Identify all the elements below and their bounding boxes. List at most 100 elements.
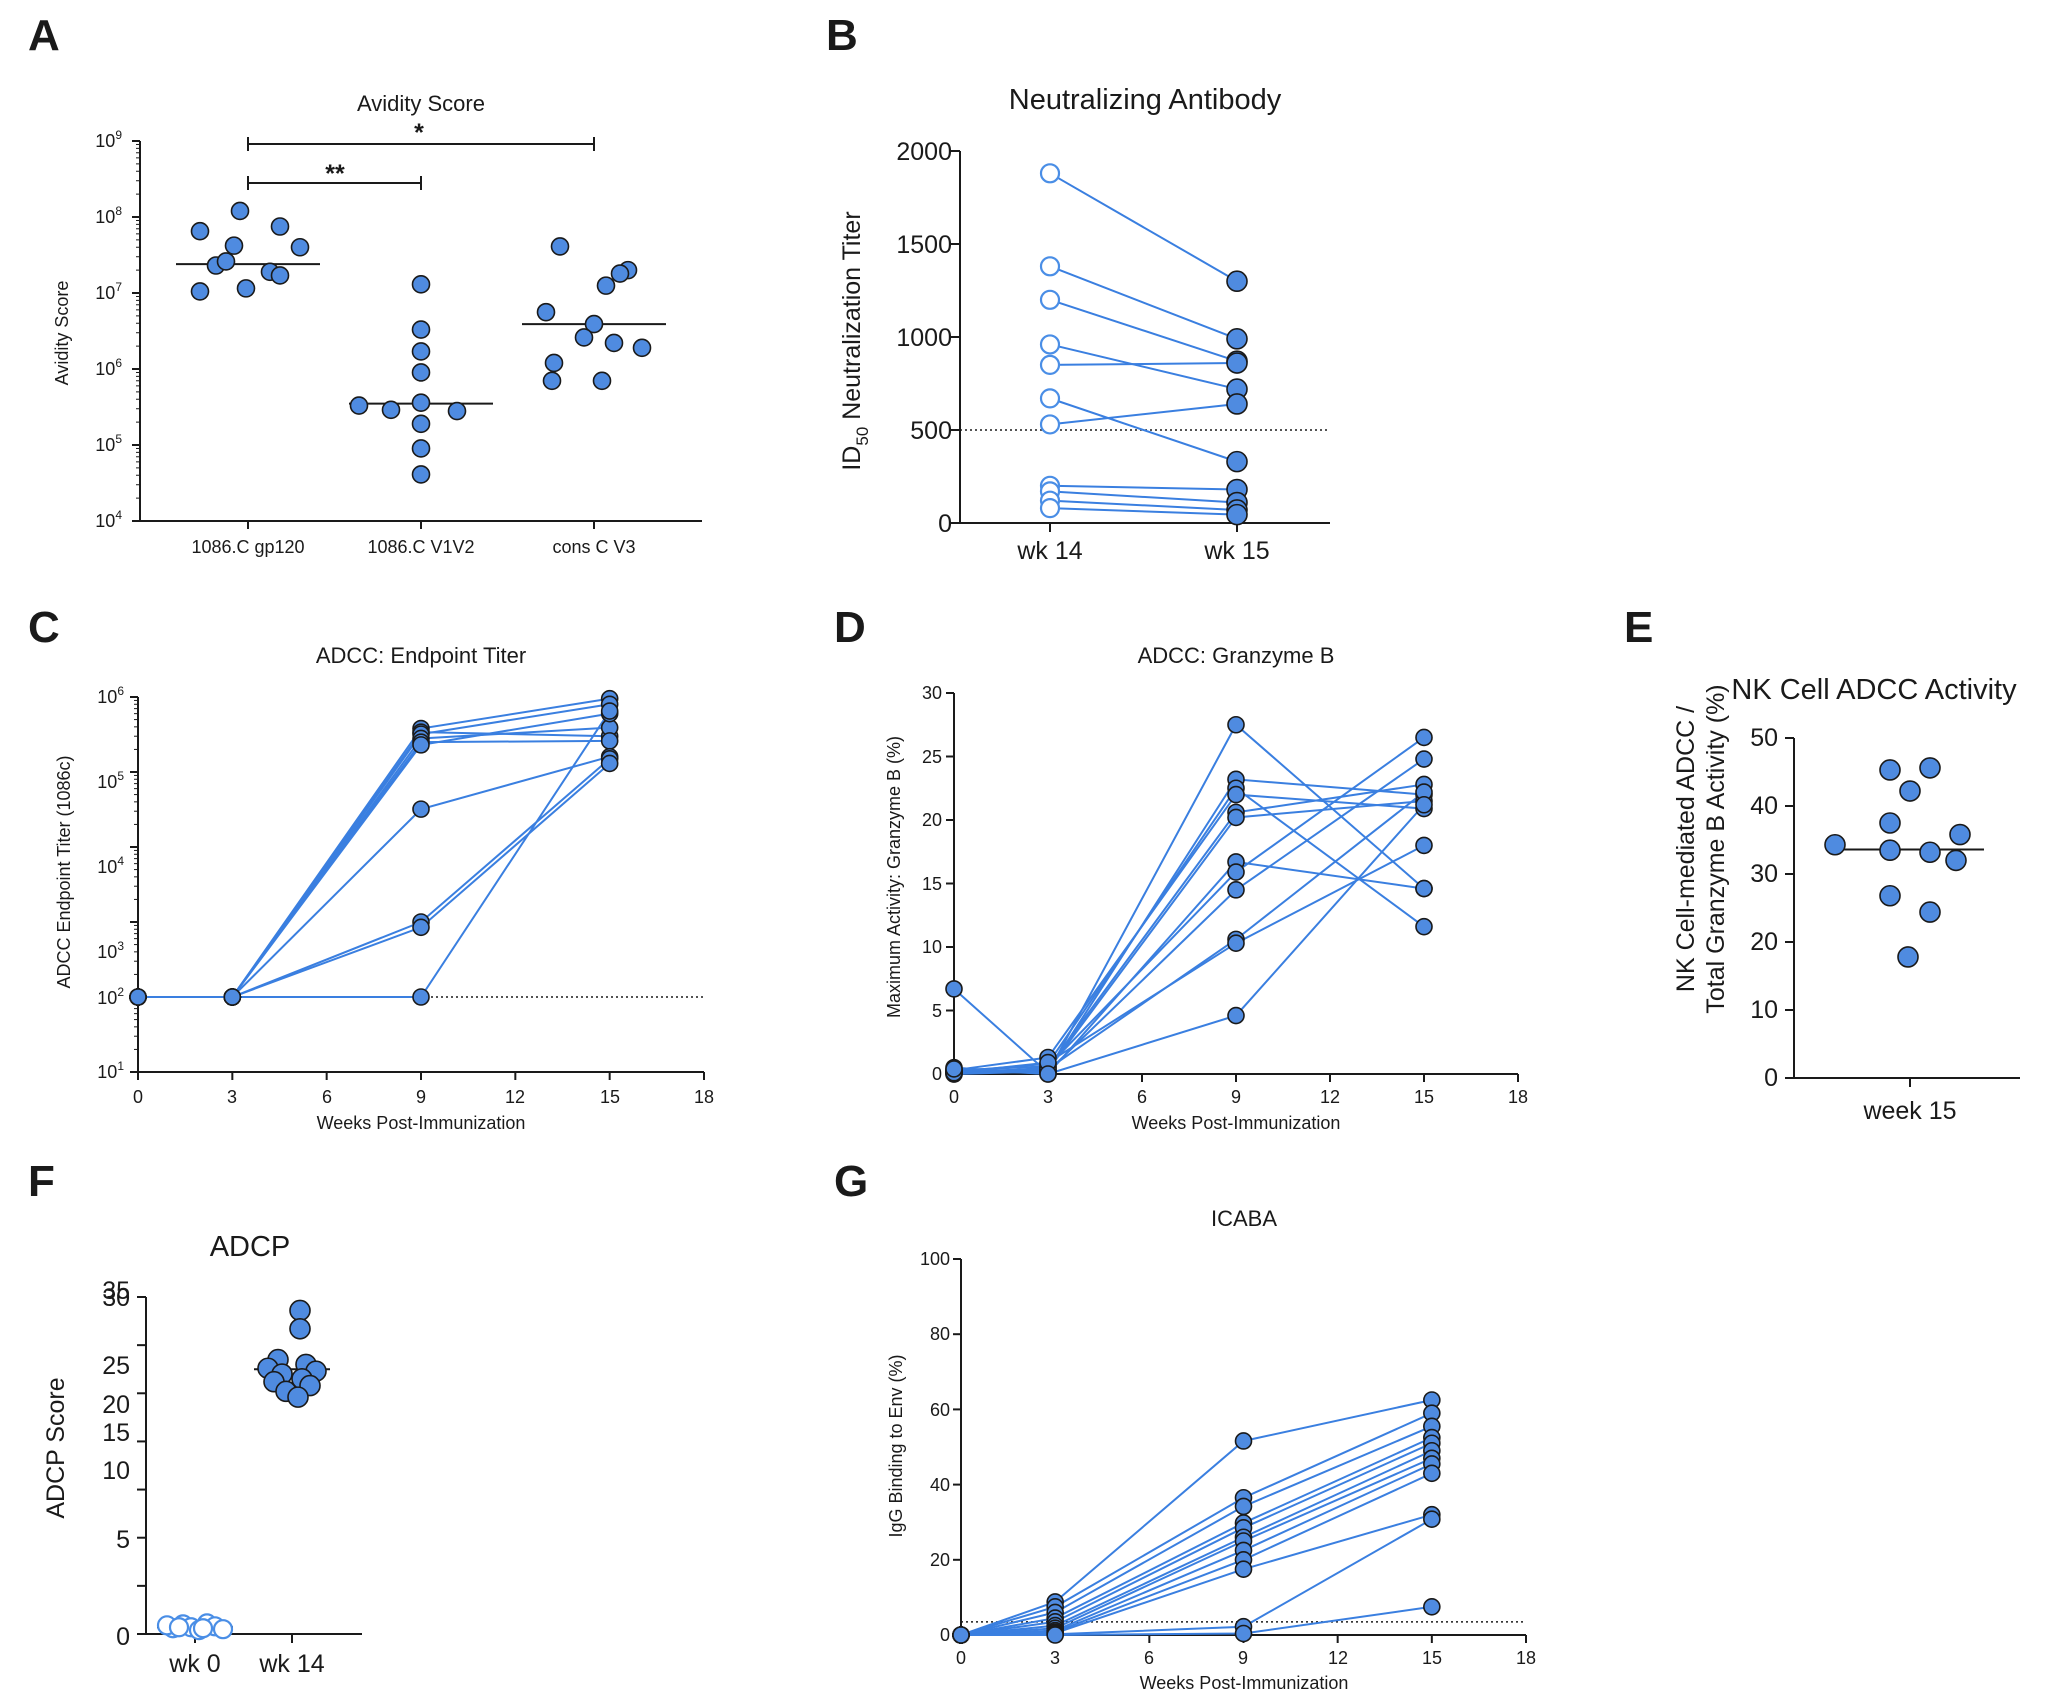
ytick-label: 1500 <box>896 231 952 259</box>
series-line <box>953 804 1425 1076</box>
ytick-label: 10 <box>102 1457 130 1485</box>
data-point <box>632 338 652 358</box>
panel-c-yticks: 106 105 104 103 102 101 <box>97 684 124 1082</box>
panel-e-yticks: 0 10 20 30 40 50 <box>1750 724 1778 1092</box>
ytick-label: 102 <box>97 985 124 1008</box>
data-point-open <box>1039 498 1061 519</box>
panel-c-title: ADCC: Endpoint Titer <box>316 643 526 668</box>
ytick-label: 105 <box>97 769 124 792</box>
data-point <box>1226 328 1248 350</box>
xtick-label: 6 <box>1144 1648 1154 1668</box>
data-point <box>412 988 430 1006</box>
sig-star-single: * <box>414 119 424 147</box>
ytick-label: 10 <box>922 937 942 957</box>
data-point <box>1226 270 1248 293</box>
xtick-label: 18 <box>694 1087 714 1107</box>
ytick-label: 1000 <box>896 324 952 352</box>
series-line <box>1049 490 1238 504</box>
series-line <box>1049 265 1238 340</box>
series-line <box>960 1436 1433 1636</box>
data-point <box>412 918 430 937</box>
data-point <box>1415 836 1433 855</box>
series-line <box>961 1605 1432 1636</box>
panel-f-yticks: 0 5 10 15 20 25 30 35 <box>102 1277 130 1651</box>
data-point <box>1949 823 1971 846</box>
panel-g-ylabel: IgG Binding to Env (%) <box>886 1354 906 1537</box>
data-point <box>542 371 562 391</box>
data-point <box>1415 750 1433 768</box>
xtick-label: 1086.C V1V2 <box>367 537 474 557</box>
ytick-label: 5 <box>932 1001 942 1021</box>
data-point <box>1415 879 1433 898</box>
panel-e-ylabel-line1: NK Cell-mediated ADCC / <box>1672 706 1700 992</box>
data-point <box>411 342 431 361</box>
data-point <box>1234 1560 1253 1578</box>
ytick-label: 20 <box>922 810 942 830</box>
xtick-label: 6 <box>322 1087 332 1107</box>
data-point <box>290 237 310 257</box>
data-point <box>1423 1598 1441 1616</box>
ytick-label: 30 <box>1750 860 1778 888</box>
data-point <box>411 414 431 434</box>
series-line <box>960 1425 1433 1636</box>
data-point <box>270 217 290 236</box>
data-point <box>1415 917 1433 936</box>
series-line <box>953 793 1425 1072</box>
data-point <box>230 201 250 221</box>
panel-letter-f: F <box>28 1157 55 1206</box>
ytick-label: 20 <box>102 1391 130 1419</box>
data-point <box>287 1386 309 1408</box>
panel-letter-b: B <box>826 11 858 60</box>
ytick-label: 104 <box>97 854 124 877</box>
series-line <box>138 703 610 998</box>
series-line <box>1049 298 1238 363</box>
data-point <box>381 400 401 420</box>
data-point <box>224 236 244 255</box>
data-point <box>270 266 290 285</box>
xtick-label: 15 <box>1422 1648 1442 1668</box>
ytick-label: 25 <box>922 747 942 767</box>
data-point-open <box>168 1617 190 1638</box>
series-line <box>138 755 610 998</box>
series-line <box>960 1457 1433 1636</box>
data-point <box>1227 863 1245 881</box>
ytick-label: 0 <box>1764 1064 1778 1092</box>
ytick-label: 0 <box>940 1625 950 1645</box>
data-point-open <box>1039 414 1061 435</box>
xtick-label: 12 <box>1328 1648 1348 1668</box>
data-point <box>411 465 431 484</box>
ytick-label: 15 <box>102 1419 130 1447</box>
panel-f-ylabel: ADCP Score <box>42 1377 70 1518</box>
series-line <box>953 758 1425 1075</box>
data-point <box>1423 1464 1441 1483</box>
series-line <box>960 1399 1433 1636</box>
xtick-label: 9 <box>1238 1648 1248 1668</box>
ytick-label: 0 <box>932 1064 942 1084</box>
series-line <box>1049 172 1238 283</box>
panel-f-title: ADCP <box>210 1231 291 1263</box>
ytick-label: 103 <box>97 939 124 962</box>
panel-g-icaba: ICABA IgG Binding to Env (%) Weeks Post-… <box>886 1206 1536 1689</box>
xtick-label: 1086.C gp120 <box>191 537 304 557</box>
data-point <box>1227 1006 1245 1025</box>
data-point <box>412 736 430 754</box>
data-point <box>1879 839 1901 862</box>
ytick-label: 100 <box>920 1249 950 1269</box>
ytick-label: 80 <box>930 1324 950 1344</box>
data-point <box>1226 393 1248 415</box>
data-point <box>1899 780 1921 802</box>
series-line <box>960 1442 1433 1636</box>
series-line <box>138 726 610 998</box>
data-point <box>574 328 594 347</box>
series-line <box>138 739 610 998</box>
panel-g-yticks: 0 20 40 60 80 100 <box>920 1249 950 1645</box>
panel-a-title: Avidity Score <box>357 91 485 116</box>
data-point <box>349 396 369 415</box>
xtick-label: 12 <box>1320 1087 1340 1107</box>
panel-g-xlabel: Weeks Post-Immunization <box>1140 1673 1349 1689</box>
data-point-open <box>192 1618 214 1639</box>
data-point <box>600 702 619 720</box>
ytick-label: 30 <box>922 683 942 703</box>
panel-g-xticks: 0 3 6 9 12 15 18 <box>956 1648 1536 1668</box>
